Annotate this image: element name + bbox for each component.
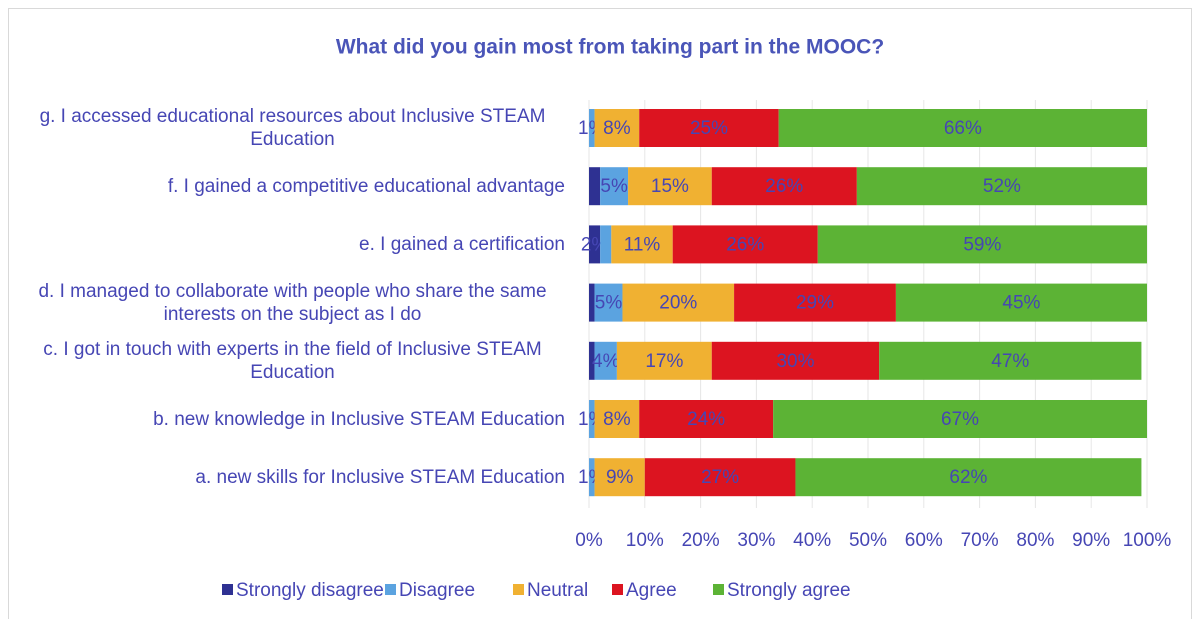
bar-segment [672, 225, 818, 264]
bar-segment [856, 167, 1147, 206]
data-label: 15% [651, 176, 689, 197]
legend-label: Strongly agree [727, 580, 851, 601]
legend-label: Strongly disagree [236, 580, 384, 601]
category-label-box: a. new skills for Inclusive STEAM Educat… [5, 447, 565, 507]
x-tick-label: 0% [575, 530, 603, 551]
x-tick-label: 70% [961, 530, 999, 551]
x-tick-label: 50% [849, 530, 887, 551]
bar-segment [594, 341, 617, 380]
data-label: 52% [983, 176, 1021, 197]
data-label: 67% [941, 409, 979, 430]
data-label: 45% [1002, 293, 1040, 314]
bar-segment [600, 167, 629, 206]
bar-segment [639, 109, 779, 147]
x-tick-label: 60% [905, 530, 943, 551]
bar-segment [594, 400, 640, 438]
bar-segment [589, 458, 595, 497]
legend-swatch [612, 584, 623, 595]
y-tick-label: b. new knowledge in Inclusive STEAM Educ… [153, 408, 565, 430]
x-tick-label: 10% [626, 530, 664, 551]
bar-segment [711, 167, 857, 206]
data-label: 24% [687, 409, 725, 430]
bar-segment [589, 283, 595, 322]
data-label: 8% [603, 118, 631, 139]
bar-segment [589, 400, 595, 438]
data-label: 26% [726, 234, 764, 255]
y-tick-label: e. I gained a certification [359, 233, 565, 255]
y-tick-label: a. new skills for Inclusive STEAM Educat… [195, 466, 565, 488]
bar-segment [817, 225, 1147, 264]
x-tick-label: 30% [737, 530, 775, 551]
data-label: 59% [963, 234, 1001, 255]
category-label-box: b. new knowledge in Inclusive STEAM Educ… [5, 389, 565, 449]
bar-segment [616, 341, 712, 380]
y-tick-label: g. I accessed educational resources abou… [39, 106, 546, 150]
data-label: 20% [659, 293, 697, 314]
bar-segment [711, 341, 880, 380]
category-label-box: f. I gained a competitive educational ad… [5, 156, 565, 216]
bar-segment [611, 225, 673, 264]
x-tick-label: 90% [1072, 530, 1110, 551]
chart-title: What did you gain most from taking part … [336, 36, 884, 59]
category-label-box: g. I accessed educational resources abou… [5, 98, 565, 158]
category-label-box: d. I managed to collaborate with people … [5, 273, 565, 333]
x-tick-label: 40% [793, 530, 831, 551]
legend-label: Disagree [399, 580, 475, 601]
bar-segment [594, 109, 640, 147]
bar-segment [628, 167, 712, 206]
bar-segment [778, 109, 1147, 147]
x-tick-label: 80% [1016, 530, 1054, 551]
data-label: 26% [765, 176, 803, 197]
data-label: 9% [606, 467, 634, 488]
bar-segment [734, 283, 896, 322]
bar-segment [589, 341, 595, 380]
bar-segment [644, 458, 796, 497]
data-label: 47% [991, 351, 1029, 372]
data-label: 30% [776, 351, 814, 372]
bar-segment [773, 400, 1147, 438]
category-label-box: e. I gained a certification [5, 214, 565, 274]
x-tick-label: 100% [1123, 530, 1172, 551]
legend-swatch [513, 584, 524, 595]
bar-segment [594, 458, 645, 497]
data-label: 5% [595, 293, 623, 314]
legend-swatch [713, 584, 724, 595]
legend-label: Neutral [527, 580, 588, 601]
data-label: 5% [600, 176, 628, 197]
data-label: 27% [701, 467, 739, 488]
data-label: 29% [796, 293, 834, 314]
x-tick-label: 20% [682, 530, 720, 551]
y-tick-label: d. I managed to collaborate with people … [38, 280, 547, 325]
legend-swatch [385, 584, 396, 595]
data-label: 11% [624, 234, 661, 255]
data-label: 8% [603, 409, 631, 430]
frame [8, 8, 1192, 619]
data-label: 17% [645, 351, 683, 372]
bar-segment [589, 167, 601, 206]
legend-swatch [222, 584, 233, 595]
bar-segment [639, 400, 774, 438]
legend-label: Agree [626, 580, 677, 601]
bar-segment [589, 109, 595, 147]
bar-segment [594, 283, 623, 322]
data-label: 66% [944, 118, 982, 139]
bar-segment [895, 283, 1147, 322]
bar-segment [795, 458, 1142, 497]
bar-segment [622, 283, 735, 322]
category-label-box: c. I got in touch with experts in the fi… [5, 331, 565, 391]
bar-segment [589, 225, 601, 264]
y-tick-label: f. I gained a competitive educational ad… [167, 175, 565, 197]
data-label: 4% [592, 351, 620, 372]
y-tick-label: c. I got in touch with experts in the fi… [43, 338, 542, 383]
bar-segment [600, 225, 612, 264]
data-label: 25% [690, 118, 728, 139]
bar-segment [879, 341, 1142, 380]
data-label: 62% [949, 467, 987, 488]
